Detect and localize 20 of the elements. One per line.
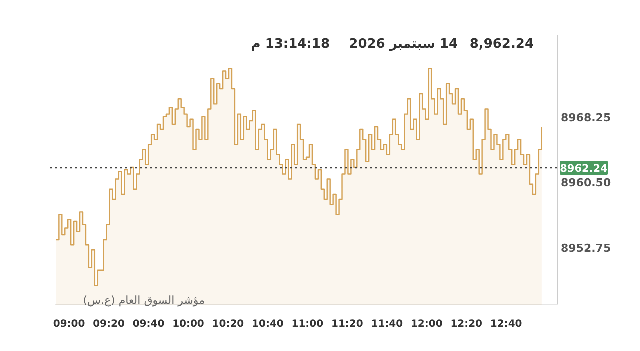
y-tick-label: 8952.75 xyxy=(561,242,612,256)
annotation: 13:14:18 م xyxy=(251,37,330,52)
x-tick-label: 10:00 xyxy=(172,319,204,330)
x-tick-label: 09:40 xyxy=(132,319,165,330)
annotation: مؤشر السوق العام (ع.س) xyxy=(83,294,206,307)
x-tick-label: 10:40 xyxy=(252,319,284,330)
ref-line-label: 8962.24 xyxy=(560,162,608,175)
x-tick-label: 12:20 xyxy=(450,319,483,330)
x-tick-label: 09:20 xyxy=(93,319,125,330)
x-tick-label: 12:00 xyxy=(410,319,443,330)
y-tick-label: 8960.50 xyxy=(561,176,612,190)
chart-title: 8,962.24 xyxy=(470,37,534,52)
x-tick-label: 11:00 xyxy=(292,319,324,330)
annotation: 14 سبتمبر 2026 xyxy=(349,37,458,52)
x-tick-label: 11:40 xyxy=(371,319,404,330)
x-tick-label: 10:20 xyxy=(212,319,244,330)
x-tick-label: 09:00 xyxy=(53,319,86,330)
y-tick-label: 8968.25 xyxy=(561,111,612,124)
x-tick-label: 11:20 xyxy=(332,319,364,330)
x-tick-label: 12:40 xyxy=(490,319,522,330)
